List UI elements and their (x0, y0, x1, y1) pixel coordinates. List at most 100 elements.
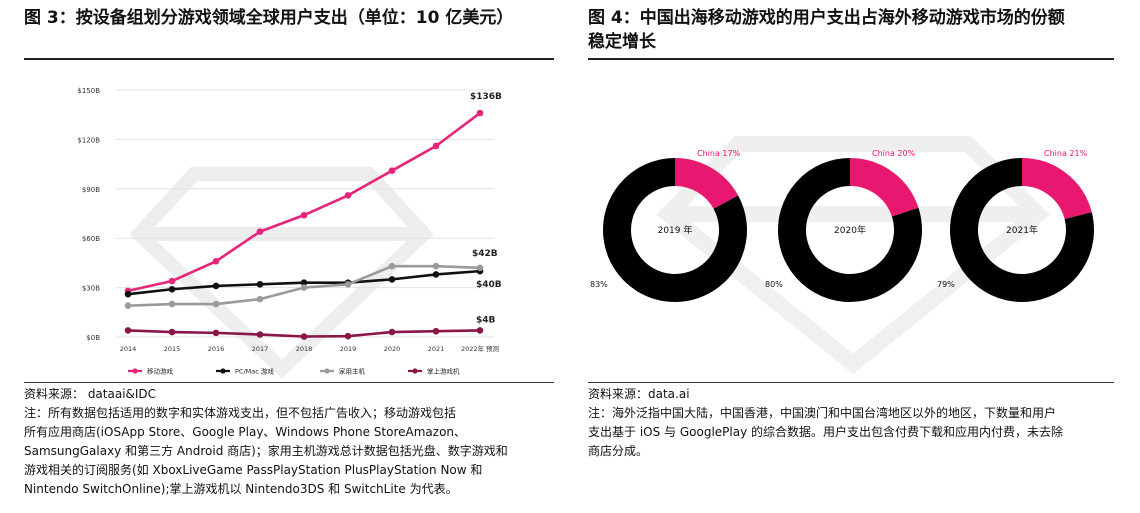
x-tick-label: 2018 (296, 345, 313, 353)
series-end-label: $136B (470, 92, 502, 102)
right-note-line: 支出基于 iOS 与 GooglePlay 的综合数据。用户支出包含付费下载和应… (588, 425, 1063, 439)
left-note-line: 所有应用商店(iOSApp Store、Google Play、Windows … (24, 425, 467, 439)
legend-item: 移动游戏 (128, 367, 174, 376)
data-point (256, 331, 264, 338)
left-figure-panel: 图 3：按设备组划分游戏领域全球用户支出（单位：10 亿美元） $0B $30B $… (24, 0, 554, 496)
x-tick-label: 2019 (340, 345, 357, 353)
y-axis-ticks: $0B $30B $60B $90B $120B $150B (77, 87, 100, 342)
right-note-line: 注：海外泛指中国大陆，中国香港，中国澳门和中国台湾地区以外的地区，下数量和用户 (588, 406, 1057, 420)
data-point (476, 109, 484, 117)
series-handheld (124, 327, 484, 340)
legend-item: PC/Mac 游戏 (216, 367, 274, 376)
series-end-labels: $136B $40B $42B $4B (470, 92, 502, 325)
donut-slice-china (1021, 158, 1092, 220)
x-tick-label: 2020 (384, 345, 401, 353)
donut-2: 2021年 China 21% 79% (937, 149, 1094, 302)
line-chart: $0B$30B$60B$90B$120B$150B 2014 2015 2016 20… (77, 87, 502, 379)
data-point (168, 285, 176, 293)
legend-label: 掌上游戏机 (427, 367, 460, 376)
donut-center-label: 2021年 (1006, 224, 1038, 236)
figure-4-title-line2: 稳定增长 (588, 32, 656, 52)
data-point (388, 262, 396, 270)
series-console (124, 262, 484, 310)
left-note-line: 游戏相关的订阅服务(如 XboxLiveGame PassPlayStation… (24, 463, 483, 477)
data-point (300, 284, 308, 291)
y-tick-label: $0B (86, 334, 100, 342)
data-point (388, 276, 396, 283)
data-point (212, 329, 220, 337)
x-tick-label: 2016 (208, 345, 225, 353)
y-tick-label: $150B (77, 87, 100, 95)
data-point (344, 281, 352, 288)
left-note-line: 注：所有数据包括适用的数字和实体游戏支出，但不包括广告收入；移动游戏包括 (24, 406, 457, 420)
data-point (432, 262, 440, 270)
left-note-line: SamsungGalaxy 和第三方 Android 商店)；家用主机游戏总计数… (24, 444, 508, 458)
watermark (129, 167, 434, 379)
data-point (212, 282, 220, 290)
series-end-label: $40B (476, 280, 502, 290)
data-point (432, 142, 440, 150)
y-tick-label: $30B (82, 285, 100, 293)
title-divider (24, 58, 554, 60)
donut-slice-rest (778, 158, 922, 302)
legend-label: 移动游戏 (147, 367, 174, 376)
data-point (388, 167, 396, 174)
donut-rest-label: 79% (937, 280, 955, 289)
chart-bottom-divider (588, 382, 1114, 383)
figure-3-title: 图 3：按设备组划分游戏领域全球用户支出（单位：10 亿美元） (24, 8, 514, 28)
legend-item: 家用主机 (320, 367, 366, 376)
legend-swatch-dot (132, 368, 138, 374)
data-point (212, 300, 220, 308)
data-point (168, 328, 176, 336)
x-tick-label: 2014 (120, 345, 137, 353)
series-mobile (124, 109, 484, 295)
data-point (212, 257, 220, 265)
left-source: 资料来源： dataai&IDC (24, 387, 157, 401)
x-axis-ticks: 2014 2015 2016 2017 2018 2019 2020 2021 2022年 预测 (120, 344, 500, 353)
title-divider (588, 58, 1114, 60)
left-note-line: Nintendo SwitchOnline);掌上游戏机以 Nintendo3D… (24, 482, 458, 496)
y-tick-label: $120B (77, 136, 100, 144)
chart-series (124, 109, 484, 340)
donut-china-label: China 17% (697, 149, 741, 158)
data-point (256, 295, 264, 303)
x-tick-label: 2017 (252, 345, 269, 353)
data-point (168, 277, 176, 285)
data-point (124, 290, 132, 298)
legend-swatch-dot (220, 368, 226, 374)
x-tick-label: 2022年 预测 (461, 344, 500, 353)
y-tick-label: $60B (82, 235, 100, 243)
x-tick-label: 2015 (164, 345, 181, 353)
data-point (300, 279, 308, 286)
x-tick-label: 2021 (428, 345, 445, 353)
right-source: 资料来源：data.ai (588, 387, 690, 401)
data-point (256, 281, 264, 288)
donut-group: 2019 年 China 17% 83% 2020年 China 20% 80% 2021年… (590, 149, 1094, 302)
legend-label: PC/Mac 游戏 (235, 367, 274, 376)
donut-slice-rest (603, 158, 747, 302)
left-notes: 资料来源： dataai&IDC 注：所有数据包括适用的数字和实体游戏支出，但不… (24, 385, 554, 499)
legend-item: 掌上游戏机 (408, 367, 460, 376)
data-point (432, 327, 440, 335)
data-point (476, 327, 484, 334)
legend-swatch-dot (324, 368, 330, 374)
donut-center-label: 2019 年 (658, 224, 693, 236)
data-point (388, 328, 396, 336)
data-point (124, 302, 132, 310)
donut-slice-china (849, 158, 919, 218)
donut-slice-rest (950, 158, 1094, 302)
donut-center-label: 2020年 (834, 224, 866, 236)
donut-china-label: China 20% (872, 149, 916, 158)
data-point (168, 300, 176, 308)
donut-charts: 2019 年 China 17% 83% 2020年 China 20% 80% 2021年… (590, 136, 1094, 375)
right-note-line: 商店分成。 (588, 444, 649, 458)
donut-rest-label: 83% (590, 280, 608, 289)
series-end-label: $42B (472, 249, 498, 259)
donut-china-label: China 21% (1044, 149, 1088, 158)
data-point (300, 211, 308, 219)
data-point (344, 332, 352, 340)
figure-4-title: 图 4：中国出海移动游戏的用户支出占海外移动游戏市场的份额 稳定增长 (588, 6, 1114, 54)
data-point (432, 271, 440, 278)
data-point (124, 327, 132, 334)
donut-1: 2020年 China 20% 80% (765, 149, 922, 302)
